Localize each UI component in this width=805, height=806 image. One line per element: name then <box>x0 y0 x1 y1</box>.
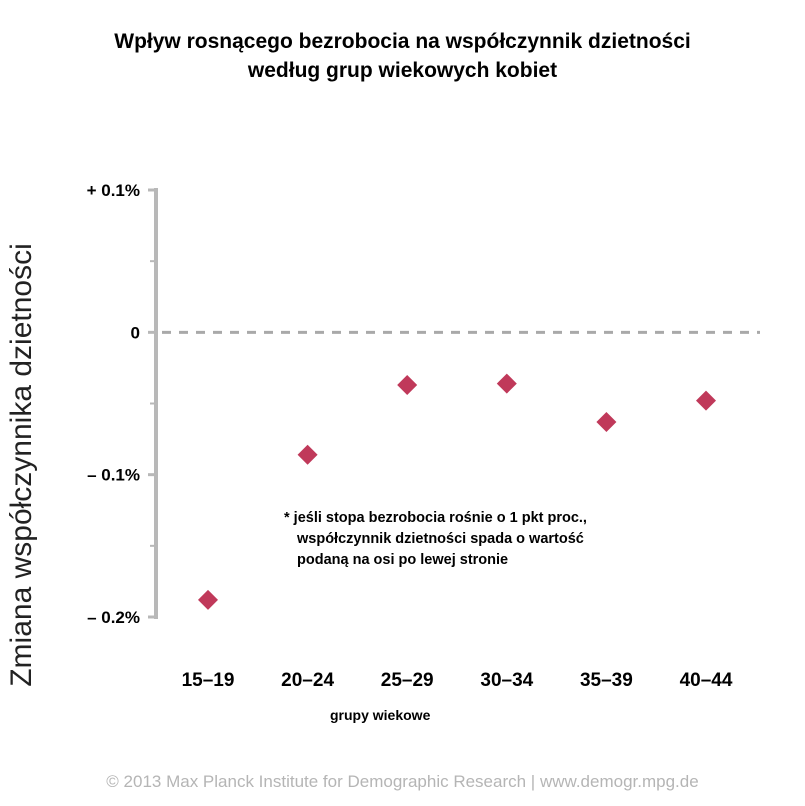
chart-footnote: * jeśli stopa bezrobocia rośnie o 1 pkt … <box>284 508 587 571</box>
y-axis-label-text: Zmiana współczynnika dzietności <box>5 243 38 687</box>
data-point-diamond <box>198 589 218 610</box>
footnote-line-1: * jeśli stopa bezrobocia rośnie o 1 pkt … <box>284 510 587 526</box>
x-tick-label: 35–39 <box>580 670 633 691</box>
footnote-line-2: współczynnik dzietności spada o wartość <box>297 531 584 547</box>
y-tick-label: 0 <box>131 323 140 342</box>
data-point-diamond <box>696 390 716 411</box>
chart-title-line-1: Wpływ rosnącego bezrobocia na współczynn… <box>114 30 691 53</box>
x-tick-label: 15–19 <box>182 670 235 691</box>
y-tick-label: – 0.2% <box>87 608 140 627</box>
data-point-diamond <box>297 444 318 465</box>
chart-title: Wpływ rosnącego bezrobocia na współczynn… <box>0 27 805 85</box>
x-tick-label: 30–34 <box>480 670 533 691</box>
x-tick-label: 25–29 <box>381 670 434 691</box>
y-tick-labels: + 0.1% 0 – 0.1% – 0.2% <box>87 181 156 627</box>
chart-title-line-2: według grup wiekowych kobiet <box>247 59 558 82</box>
x-tick-labels: 15–19 20–24 25–29 30–34 35–39 40–44 <box>182 670 733 691</box>
footnote-line-3: podaną na osi po lewej stronie <box>297 552 509 568</box>
x-axis-label: grupy wiekowe <box>330 707 431 723</box>
y-tick-label: – 0.1% <box>87 466 140 485</box>
data-point-diamond <box>596 412 617 433</box>
data-point-diamond <box>496 373 517 394</box>
copyright-footer: © 2013 Max Planck Institute for Demograp… <box>106 772 699 791</box>
y-axis-minor-ticks <box>150 260 156 547</box>
data-point-diamond <box>397 374 418 395</box>
y-tick-label: + 0.1% <box>87 181 140 200</box>
x-tick-label: 20–24 <box>281 670 334 691</box>
data-points <box>198 373 716 610</box>
x-tick-label: 40–44 <box>680 670 733 691</box>
